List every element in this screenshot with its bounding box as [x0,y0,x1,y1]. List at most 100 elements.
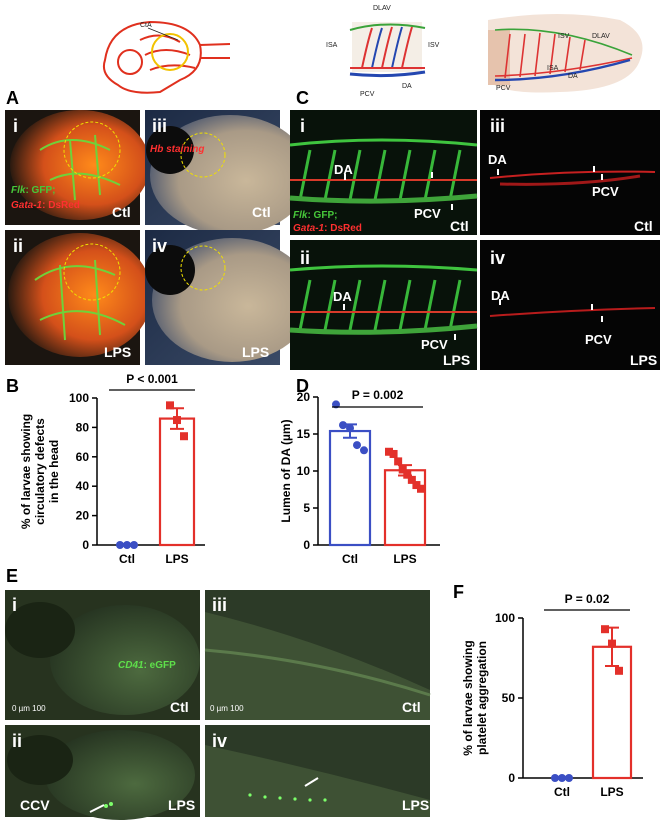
y-axis-label: % of larvae showing [19,414,33,529]
x-tick-label: Ctl [119,552,135,566]
data-point [389,449,398,458]
vessel-label: CCV [20,797,50,813]
y-tick-label: 10 [297,464,311,478]
micrograph [5,590,431,820]
condition-label: Ctl [112,204,131,220]
schematic-label: DA [568,73,578,80]
image-numeral: iv [490,248,505,268]
y-tick-label: 60 [76,450,90,464]
condition-label: LPS [443,352,470,368]
condition-label: LPS [104,344,131,360]
micrograph [289,110,660,370]
y-tick-label: 80 [76,420,90,434]
y-tick-label: 50 [502,691,516,705]
micrograph [5,110,312,365]
image-numeral: iv [212,731,227,751]
x-tick-label: LPS [165,552,188,566]
schematic-label: PCV [496,85,511,92]
condition-label: LPS [402,797,429,813]
data-point [353,441,361,450]
data-point [558,774,566,782]
data-point [615,666,623,675]
image-numeral: i [300,116,305,136]
y-tick-label: 100 [69,391,89,405]
data-point [394,457,403,466]
panel-label: D [296,376,309,396]
condition-label: Ctl [634,218,653,234]
data-point [385,447,393,456]
image-numeral: i [13,116,18,136]
schematic-label: ISA [547,65,559,72]
data-point [417,484,425,493]
annotation: P = 0.002 [352,388,404,402]
schematic-label: DLAV [373,5,391,12]
annotation: P = 0.02 [565,592,610,606]
image-numeral: iii [152,116,167,136]
schematic-label: DA [402,83,412,90]
panel-label: C [296,88,309,108]
data-point [173,416,181,425]
data-point [166,401,174,410]
image-numeral: iv [152,236,167,256]
image-numeral: ii [300,248,310,268]
condition-label: Ctl [402,699,421,715]
condition-label: LPS [168,797,195,813]
data-point [407,475,416,484]
panel-label: E [6,566,18,586]
x-tick-label: LPS [600,785,623,799]
image-numeral: ii [12,731,22,751]
y-axis-label: in the head [47,440,61,503]
condition-label: LPS [242,344,269,360]
stain-label: Hb staining [150,144,204,155]
data-point [123,541,131,549]
y-axis-label: circulatory defects [33,418,47,525]
data-point [339,421,347,430]
condition-label: Ctl [450,218,469,234]
y-tick-label: 20 [297,390,311,404]
panel-label: F [453,582,464,602]
annotation: P < 0.001 [126,372,178,386]
data-point [130,541,138,549]
y-tick-label: 40 [76,479,90,493]
schematic-label: ISV [558,33,570,40]
image-numeral: ii [13,236,23,256]
image-numeral: i [12,595,17,615]
data-point [608,639,616,648]
schematic-label: ISV [428,42,440,49]
condition-label: LPS [630,352,657,368]
panel-label: B [6,376,19,396]
head-schematic [102,20,231,94]
y-tick-label: 0 [508,771,515,785]
schematic-label: PCV [360,91,375,98]
data-point [601,625,609,634]
vessel-label: PCV [414,206,441,221]
data-point [412,481,421,490]
x-tick-label: LPS [393,552,416,566]
x-tick-label: Ctl [342,552,358,566]
y-tick-label: 0 [82,538,89,552]
data-point [398,465,407,474]
schematic-label: CtA [140,22,152,29]
data-point [565,774,573,782]
schematic-label: DLAV [592,33,610,40]
condition-label: Ctl [170,699,189,715]
vessel-label: PCV [421,337,448,352]
y-tick-label: 0 [303,538,310,552]
y-tick-label: 5 [303,501,310,515]
image-numeral: iii [212,595,227,615]
data-point [346,424,354,433]
data-point [360,446,368,455]
reporter-label: CD41: eGFP [118,660,176,671]
y-tick-label: 20 [76,509,90,523]
data-point [116,541,124,549]
reporter-label: Gata-1: DsRed [293,223,362,234]
trunk-schematic [349,22,426,78]
vessel-label: DA [333,289,352,304]
tail-schematic [488,14,643,93]
y-axis-label: platelet aggregation [475,641,489,755]
data-point [403,470,412,479]
panel-label: A [6,88,19,108]
scale-bar-label: 0 µm 100 [210,704,244,713]
